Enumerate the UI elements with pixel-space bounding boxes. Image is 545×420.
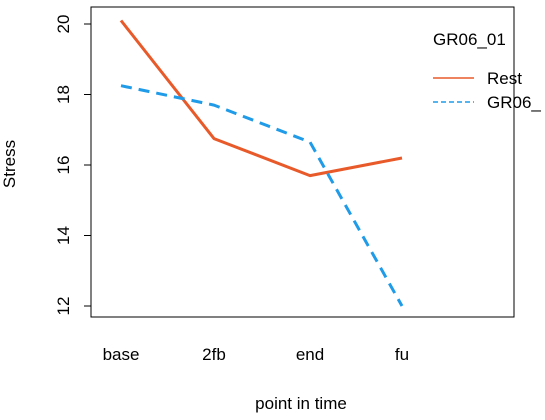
x-tick-label: 2fb: [202, 345, 226, 364]
plot-frame: [90, 6, 515, 318]
legend: GR06_01 Rest GR06_: [433, 30, 541, 112]
plot-area: [119, 19, 404, 307]
x-axis-title: point in time: [255, 394, 347, 413]
y-tick-label: 16: [54, 156, 73, 175]
y-tick-label: 12: [54, 297, 73, 316]
axes: 12 14 16 18 20 base 2fb end fu point in time Stres…: [0, 6, 515, 413]
y-axis-title: Stress: [0, 140, 19, 188]
y-tick-label: 18: [54, 85, 73, 104]
x-tick-label: end: [296, 345, 324, 364]
series-line-1: [119, 19, 403, 178]
x-tick-label: fu: [395, 345, 409, 364]
y-tick-label: 20: [54, 15, 73, 34]
series-line-2: [120, 84, 404, 307]
x-tick-label: base: [103, 345, 140, 364]
legend-label-1: Rest: [487, 69, 522, 88]
legend-title: GR06_01: [433, 30, 506, 49]
y-tick-label: 14: [54, 226, 73, 245]
legend-label-2: GR06_: [487, 93, 541, 112]
